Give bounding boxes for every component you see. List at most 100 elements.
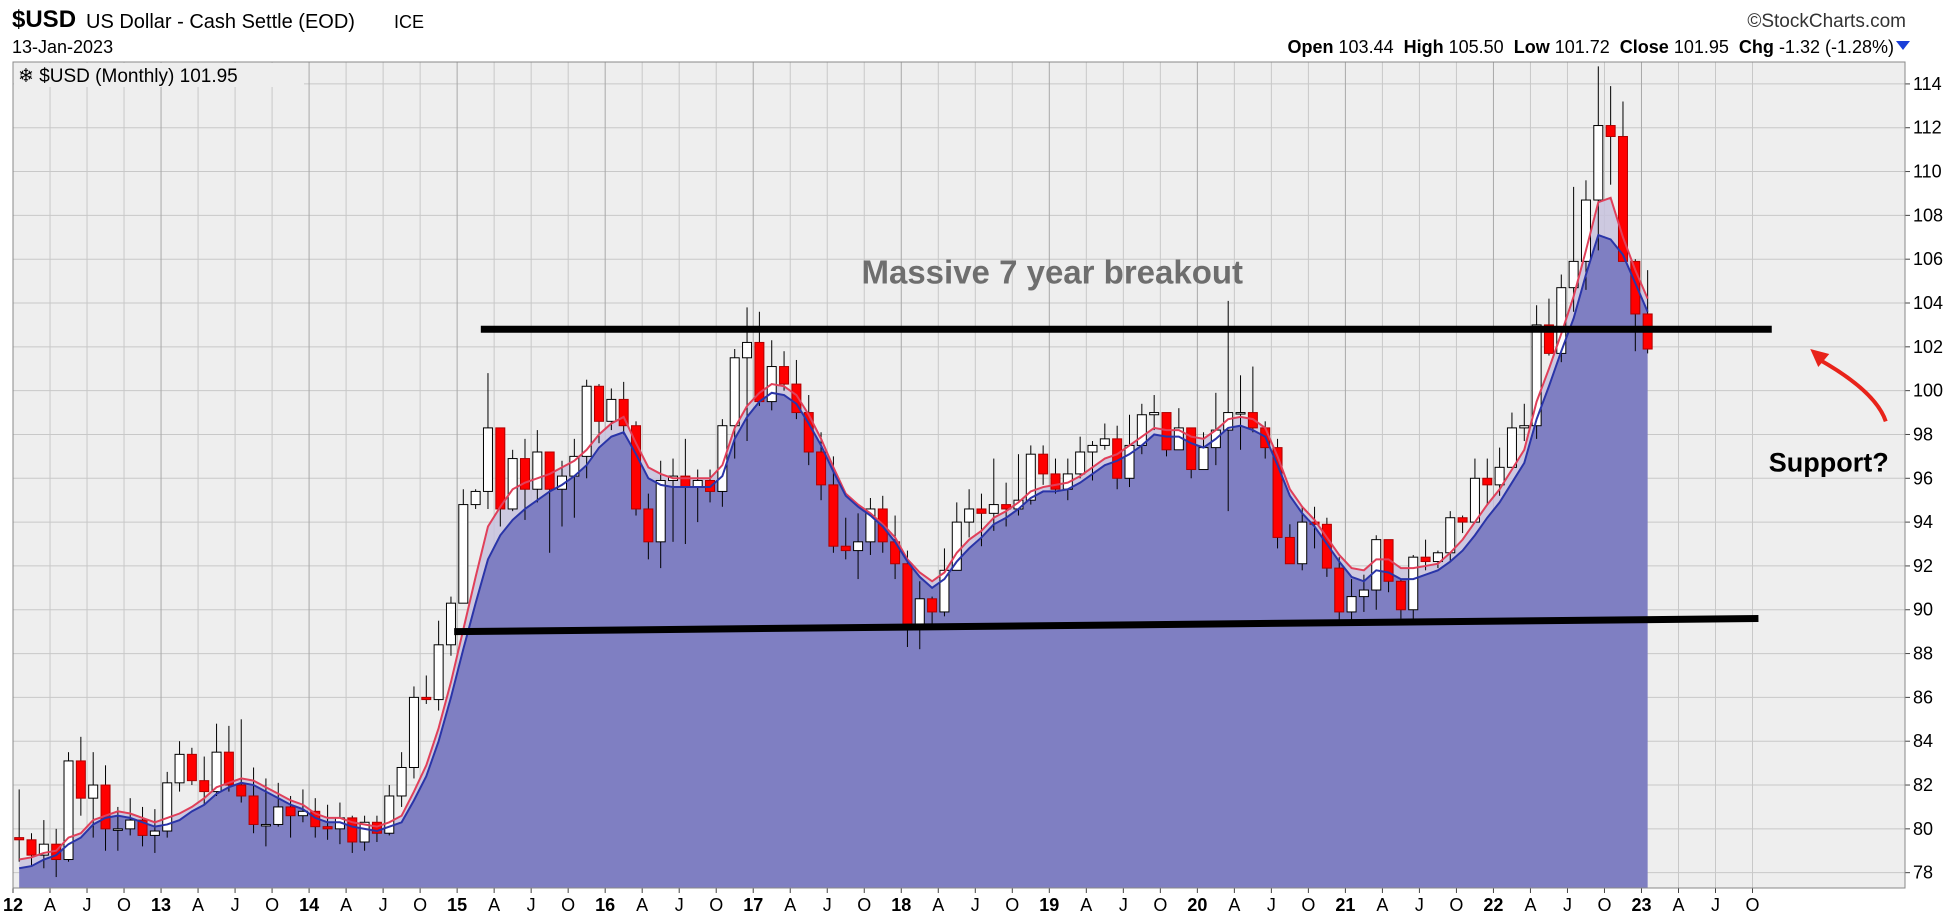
candle-up [1519, 425, 1530, 429]
candle-up [1469, 477, 1480, 523]
y-tick-label: 112 [1913, 118, 1942, 138]
candle-up [1494, 466, 1505, 486]
x-tick-label: O [1449, 895, 1463, 915]
x-tick-label: 17 [743, 895, 763, 915]
high-value: 105.50 [1448, 37, 1504, 57]
x-tick-label: A [1524, 895, 1536, 915]
x-tick-label: A [44, 895, 56, 915]
x-tick-label: O [1005, 895, 1019, 915]
candle-up [1087, 444, 1098, 453]
candle-down [1050, 473, 1061, 490]
trend-line [454, 615, 1759, 636]
x-tick-label: J [83, 895, 92, 915]
candle-down [371, 821, 382, 834]
low-label: Low [1513, 37, 1550, 57]
open-label: Open [1287, 37, 1334, 57]
candle-down [421, 696, 432, 701]
x-tick-label: J [1415, 895, 1424, 915]
close-value: 101.95 [1673, 37, 1729, 57]
candle-up [1297, 521, 1308, 565]
candle-down [1543, 324, 1554, 354]
candle-up [470, 490, 481, 506]
support-arrow-head [1810, 349, 1830, 368]
candle-up [112, 828, 123, 831]
close-label: Close [1619, 37, 1669, 57]
ohlc-summary: Open 103.44 High 105.50 Low 101.72 Close… [1288, 37, 1895, 58]
candle-up [717, 425, 728, 492]
candle-down [26, 839, 37, 856]
candle-down [1420, 556, 1431, 563]
ma-fast-line [18, 196, 1649, 861]
x-tick-label: 22 [1483, 895, 1503, 915]
y-tick-label: 96 [1913, 468, 1933, 488]
y-tick-label: 104 [1913, 293, 1943, 313]
symbol: $USD [12, 6, 77, 33]
candle-up [162, 782, 173, 832]
y-tick-label: 94 [1913, 512, 1933, 532]
candle-down [519, 458, 530, 490]
candle-down [902, 563, 913, 628]
x-tick-label: 20 [1187, 895, 1207, 915]
candle-up [532, 451, 543, 490]
candle-up [1346, 596, 1357, 613]
down-arrow-icon [1896, 41, 1910, 50]
chg-value: -1.32 (-1.28%) [1778, 37, 1894, 57]
candle-up [433, 644, 444, 701]
candle-up [865, 508, 876, 543]
x-tick-label: A [1228, 895, 1240, 915]
candle-down [137, 819, 148, 836]
y-tick-label: 100 [1913, 381, 1943, 401]
candle-down [791, 383, 802, 414]
x-tick-label: O [1597, 895, 1611, 915]
brand-watermark[interactable]: ©StockCharts.com [1747, 11, 1906, 32]
x-tick-label: 13 [151, 895, 171, 915]
candle-up [38, 843, 49, 856]
support-arrow [1817, 357, 1888, 423]
candle-down [779, 366, 790, 385]
candle-down [14, 837, 25, 841]
candle-up [1408, 556, 1419, 611]
candle-up [1198, 447, 1209, 471]
candle-down [618, 398, 629, 427]
candle-up [1506, 427, 1517, 468]
x-tick-label: 21 [1335, 895, 1355, 915]
candle-up [384, 795, 395, 834]
candle-up [1432, 552, 1443, 563]
x-tick-label: A [488, 895, 500, 915]
candle-down [927, 598, 938, 613]
y-tick-label: 84 [1913, 731, 1933, 751]
candle-up [458, 504, 469, 604]
ma-area-fill [19, 235, 1648, 889]
x-tick-label: O [1746, 895, 1760, 915]
candle-down [100, 784, 111, 830]
y-tick-label: 82 [1913, 775, 1933, 795]
x-tick-label: J [527, 895, 536, 915]
candle-up [1025, 453, 1036, 501]
x-tick-label: J [379, 895, 388, 915]
candle-up [853, 541, 864, 552]
x-tick-label: 16 [595, 895, 615, 915]
y-tick-label: 90 [1913, 600, 1933, 620]
candle-down [1186, 427, 1197, 471]
candle-down [223, 751, 234, 786]
candle-up [174, 753, 185, 784]
candle-up [964, 508, 975, 523]
x-tick-label: 19 [1039, 895, 1059, 915]
low-value: 101.72 [1554, 37, 1610, 57]
candle-up [63, 760, 74, 861]
candle-up [1593, 125, 1604, 201]
x-tick-label: O [857, 895, 871, 915]
chg-label: Chg [1738, 37, 1774, 57]
candle-up [149, 830, 160, 836]
candle-down [1272, 447, 1283, 538]
candle-up [655, 479, 666, 543]
candle-down [1309, 521, 1320, 525]
x-tick-label: 15 [447, 895, 467, 915]
legend-label: ❄ $USD (Monthly) 101.95 [18, 66, 238, 87]
x-tick-label: O [117, 895, 131, 915]
x-tick-label: J [1563, 895, 1572, 915]
x-tick-label: A [1376, 895, 1388, 915]
candle-up [211, 751, 222, 793]
candle-up [729, 357, 740, 427]
